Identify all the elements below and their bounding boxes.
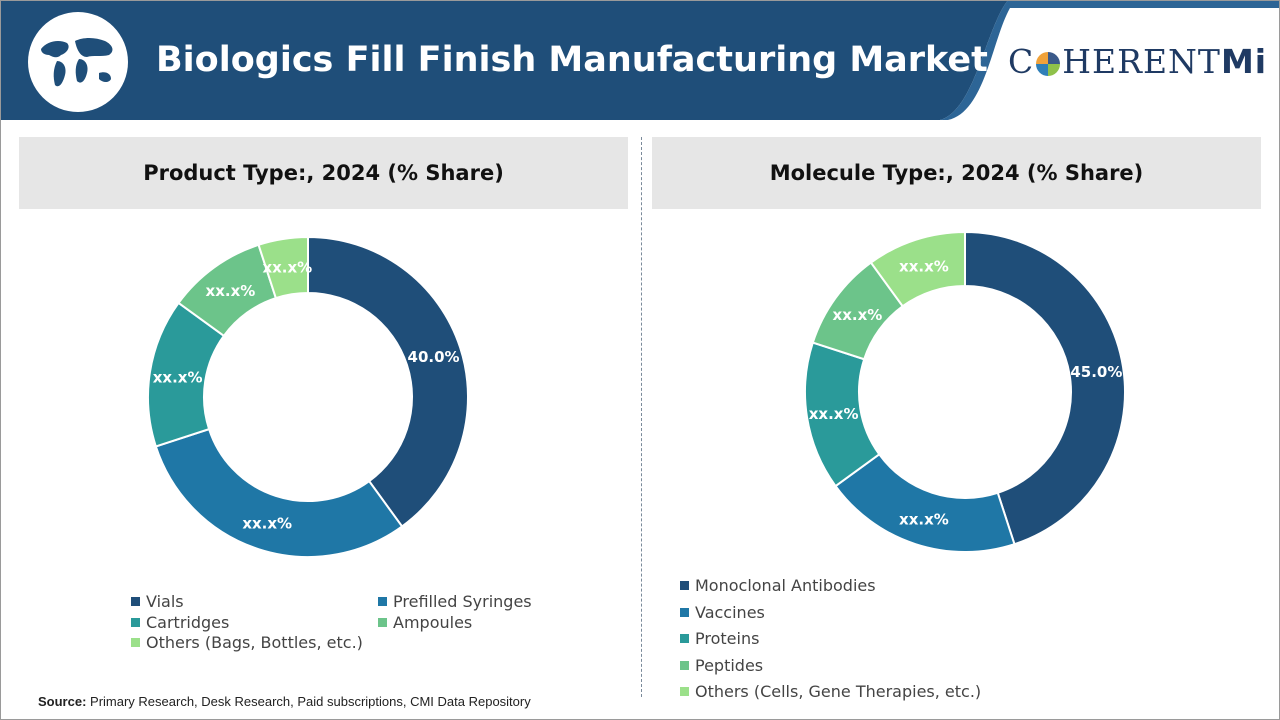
molecule-slice-2 [834, 452, 1016, 553]
legend-swatch [680, 660, 689, 670]
source-note: Source: Primary Research, Desk Research,… [38, 694, 531, 709]
molecule-legend-item-3: Proteins [680, 629, 759, 648]
logo-dot-icon [1036, 52, 1061, 76]
legend-label: Peptides [695, 655, 764, 675]
molecule-slice-label-3: xx.x% [809, 405, 859, 423]
molecule-legend-item-5: Others (Cells, Gene Therapies, etc.) [680, 682, 981, 701]
panel-divider [641, 137, 642, 697]
product-slice-5 [257, 235, 309, 300]
page-title: Biologics Fill Finish Manufacturing Mark… [156, 40, 988, 80]
product-slice-label-2: xx.x% [242, 515, 292, 533]
product-slice-label-1: 40.0% [408, 348, 460, 366]
legend-swatch [378, 597, 387, 606]
legend-swatch [131, 597, 140, 606]
legend-swatch [680, 607, 689, 617]
molecule-slice-5 [869, 230, 966, 308]
molecule-slice-label-4: xx.x% [833, 306, 883, 324]
legend-label: Cartridges [146, 613, 230, 632]
legend-label: Vials [146, 592, 184, 611]
header-banner: Biologics Fill Finish Manufacturing Mark… [0, 0, 1280, 120]
product-legend-item-4: Ampoules [378, 613, 472, 632]
product-slice-label-5: xx.x% [262, 259, 312, 277]
product-type-chart-title: Product Type:, 2024 (% Share) [19, 137, 628, 209]
legend-swatch [131, 618, 140, 627]
legend-swatch [131, 638, 140, 647]
product-legend-item-2: Prefilled Syringes [378, 592, 532, 611]
legend-label: Prefilled Syringes [393, 592, 532, 611]
molecule-slice-label-2: xx.x% [899, 510, 949, 528]
molecule-type-chart-title: Molecule Type:, 2024 (% Share) [652, 137, 1261, 209]
legend-swatch [378, 618, 387, 627]
product-slice-2 [154, 427, 404, 558]
legend-label: Ampoules [393, 613, 473, 632]
legend-swatch [680, 581, 689, 590]
product-legend-item-1: Vials [131, 592, 184, 611]
legend-label: Monoclonal Antibodies [695, 576, 876, 595]
legend-swatch [680, 634, 689, 643]
legend-label: Vaccines [695, 602, 765, 622]
molecule-slice-label-1: 45.0% [1070, 363, 1122, 381]
header-background [0, 0, 1280, 120]
molecule-legend-item-1: Monoclonal Antibodies [680, 576, 876, 595]
legend-swatch [680, 687, 689, 696]
coherent-mi-logo: C HERENTMi [1008, 42, 1268, 81]
product-slice-1 [307, 235, 469, 528]
molecule-slice-1 [964, 230, 1126, 546]
molecule-legend-item-2: Vaccines [680, 603, 765, 622]
legend-label: Others (Bags, Bottles, etc.) [146, 633, 363, 652]
product-slice-label-3: xx.x% [153, 368, 203, 386]
molecule-slice-label-5: xx.x% [899, 258, 949, 276]
product-legend-item-5: Others (Bags, Bottles, etc.) [131, 633, 363, 652]
legend-label: Others (Cells, Gene Therapies, etc.) [695, 682, 982, 701]
legend-label: Proteins [695, 629, 760, 648]
product-slice-label-4: xx.x% [206, 282, 256, 300]
molecule-legend-item-4: Peptides [680, 656, 763, 675]
product-legend-item-3: Cartridges [131, 613, 229, 632]
globe-icon [27, 11, 129, 113]
